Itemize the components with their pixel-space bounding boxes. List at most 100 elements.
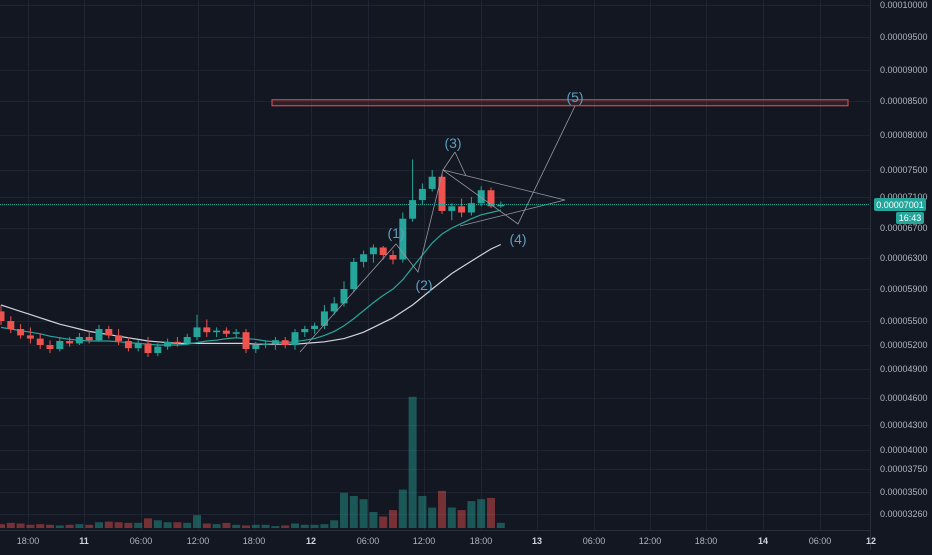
volume-bar <box>291 523 299 528</box>
candle-body <box>36 338 44 345</box>
candle <box>291 329 299 350</box>
price-tick-label: 0.00003750 <box>880 464 928 474</box>
candle-body <box>134 343 142 349</box>
candle-body <box>7 321 15 329</box>
volume-bar <box>330 520 339 528</box>
candle <box>0 305 5 325</box>
time-tick-label: 06:00 <box>583 536 606 546</box>
volume-bar <box>271 526 280 528</box>
candle <box>458 198 466 218</box>
candle-body <box>389 255 397 260</box>
candle-body <box>154 346 162 353</box>
candle-body <box>203 327 211 333</box>
volume-bar <box>232 524 241 528</box>
candle <box>85 330 93 344</box>
candle <box>262 340 270 349</box>
price-tick-label: 0.00004900 <box>880 364 928 374</box>
price-tick-label: 0.00003500 <box>880 487 928 497</box>
volume-bar <box>359 499 368 528</box>
price-tick-label: 0.00004000 <box>880 445 928 455</box>
candle-body <box>281 340 289 345</box>
wave-label-4: (4) <box>509 231 526 247</box>
candle-body <box>448 206 456 211</box>
volume-bar <box>389 510 397 528</box>
time-tick-label: 06:00 <box>809 536 832 546</box>
candle <box>467 197 475 216</box>
volume-bar <box>134 522 143 528</box>
candle-body <box>242 332 250 349</box>
candle-body <box>340 289 348 304</box>
candle <box>448 203 456 221</box>
volume-bar <box>408 396 417 528</box>
candle <box>438 174 446 215</box>
candle-body <box>458 206 466 213</box>
wave-label-2: (2) <box>415 277 432 293</box>
candle-body <box>124 341 132 349</box>
price-tick-label: 0.00010000 <box>880 0 928 10</box>
price-tick-label: 0.00005500 <box>880 316 928 326</box>
volume-bar <box>457 510 466 528</box>
volume-bar <box>124 522 133 528</box>
volume-bar <box>0 524 5 528</box>
candle-body <box>46 345 54 349</box>
candle <box>311 322 319 334</box>
time-tick-label: 12:00 <box>187 536 210 546</box>
candle <box>173 337 181 347</box>
candle-body <box>350 261 358 289</box>
candle-body <box>66 341 74 344</box>
volume-bar <box>114 522 123 528</box>
candle-body <box>369 247 377 255</box>
candle-body <box>379 247 387 255</box>
candle <box>389 250 397 265</box>
candle <box>232 329 240 339</box>
volume-bar <box>173 522 182 528</box>
time-axis[interactable]: 18:00 11 06:00 12:00 18:00 12 06:00 12:00 18:00 1… <box>17 536 876 546</box>
volume-bar <box>65 524 74 528</box>
candle <box>418 183 426 205</box>
volume-bar <box>95 522 103 528</box>
time-tick-label: 06:00 <box>357 536 380 546</box>
wave-label-3: (3) <box>444 135 461 151</box>
candle <box>360 250 368 268</box>
candle-body <box>271 340 279 344</box>
volume-bar <box>46 524 54 528</box>
volume-bars <box>0 396 505 528</box>
candle <box>242 329 250 353</box>
candle-body <box>222 330 230 334</box>
price-tick-label: 0.00008500 <box>880 96 928 106</box>
volume-bar <box>477 499 486 528</box>
candle <box>301 325 309 337</box>
candle-body <box>75 337 83 344</box>
triangle-pattern <box>442 169 566 227</box>
time-tick-label: 12 <box>306 536 316 546</box>
price-tick-label: 0.00009500 <box>880 32 928 42</box>
candle <box>154 343 162 357</box>
candle <box>428 170 436 192</box>
candle <box>105 325 113 339</box>
last-price-tag: 0.00007001 16:43 <box>874 198 926 224</box>
volume-bar <box>310 524 319 528</box>
candle-body <box>252 345 260 349</box>
candle-body <box>105 329 113 336</box>
volume-bar <box>281 525 290 528</box>
volume-bar <box>75 524 84 528</box>
last-price-tag-bg <box>874 198 926 211</box>
candle-body <box>26 335 34 339</box>
sma-fast-line <box>0 209 501 346</box>
candlesticks <box>0 159 505 357</box>
wave-label-1: (1) <box>387 225 404 241</box>
last-price-value: 0.00007001 <box>876 200 924 210</box>
candle-body <box>399 218 407 260</box>
candle-body <box>95 329 103 341</box>
price-tick-label: 0.00004300 <box>880 420 928 430</box>
candle-body <box>320 311 328 326</box>
volume-bar <box>163 522 172 528</box>
price-axis[interactable]: 0.00010000 0.00009500 0.00009000 0.00008500… <box>880 0 928 519</box>
candle <box>164 338 172 350</box>
volume-bar <box>349 496 358 528</box>
candle-body <box>467 203 475 213</box>
time-tick-label: 18:00 <box>17 536 40 546</box>
volume-bar <box>6 522 15 528</box>
